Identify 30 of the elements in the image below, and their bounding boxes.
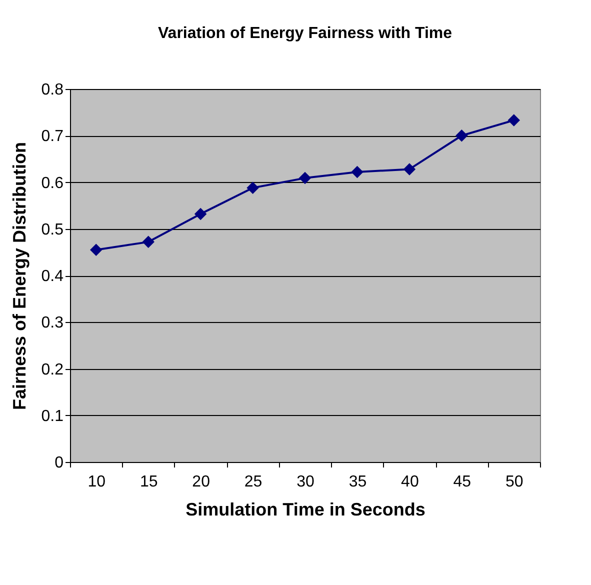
- x-tick-label: 25: [244, 474, 262, 490]
- y-tick-label: 0.6: [41, 174, 64, 192]
- x-tick-label: 45: [453, 474, 472, 490]
- x-tick-label: 40: [401, 474, 419, 490]
- point: [246, 182, 259, 194]
- y-axis-title: Fairness of Energy Distribution: [9, 142, 30, 410]
- y-tick-label: 0: [54, 454, 64, 472]
- x-tick-label: 20: [192, 474, 210, 490]
- x-tick-label: 30: [296, 474, 314, 490]
- x-tick-label: 15: [140, 474, 158, 490]
- point: [456, 130, 468, 142]
- point: [351, 166, 364, 178]
- x-tick-label: 50: [505, 474, 524, 490]
- point: [194, 208, 207, 220]
- y-tick-label: 0.1: [41, 408, 64, 425]
- y-tick-label: 0.7: [41, 128, 64, 146]
- y-tick-label: 0.8: [41, 82, 64, 98]
- point: [298, 172, 312, 184]
- x-tick-label: 10: [88, 474, 106, 490]
- point: [90, 244, 102, 256]
- y-tick-label: 0.3: [41, 314, 64, 332]
- y-tick-label: 0.4: [41, 268, 64, 285]
- y-tick-label: 0.5: [41, 221, 64, 238]
- point: [403, 163, 416, 176]
- point: [142, 236, 154, 248]
- point: [508, 114, 520, 126]
- y-tick-label: 0.2: [41, 361, 64, 378]
- chart-title: Variation of Energy Fairness with Time: [158, 25, 452, 42]
- x-axis-title: Simulation Time in Seconds: [186, 500, 426, 520]
- x-tick-label: 35: [348, 474, 367, 490]
